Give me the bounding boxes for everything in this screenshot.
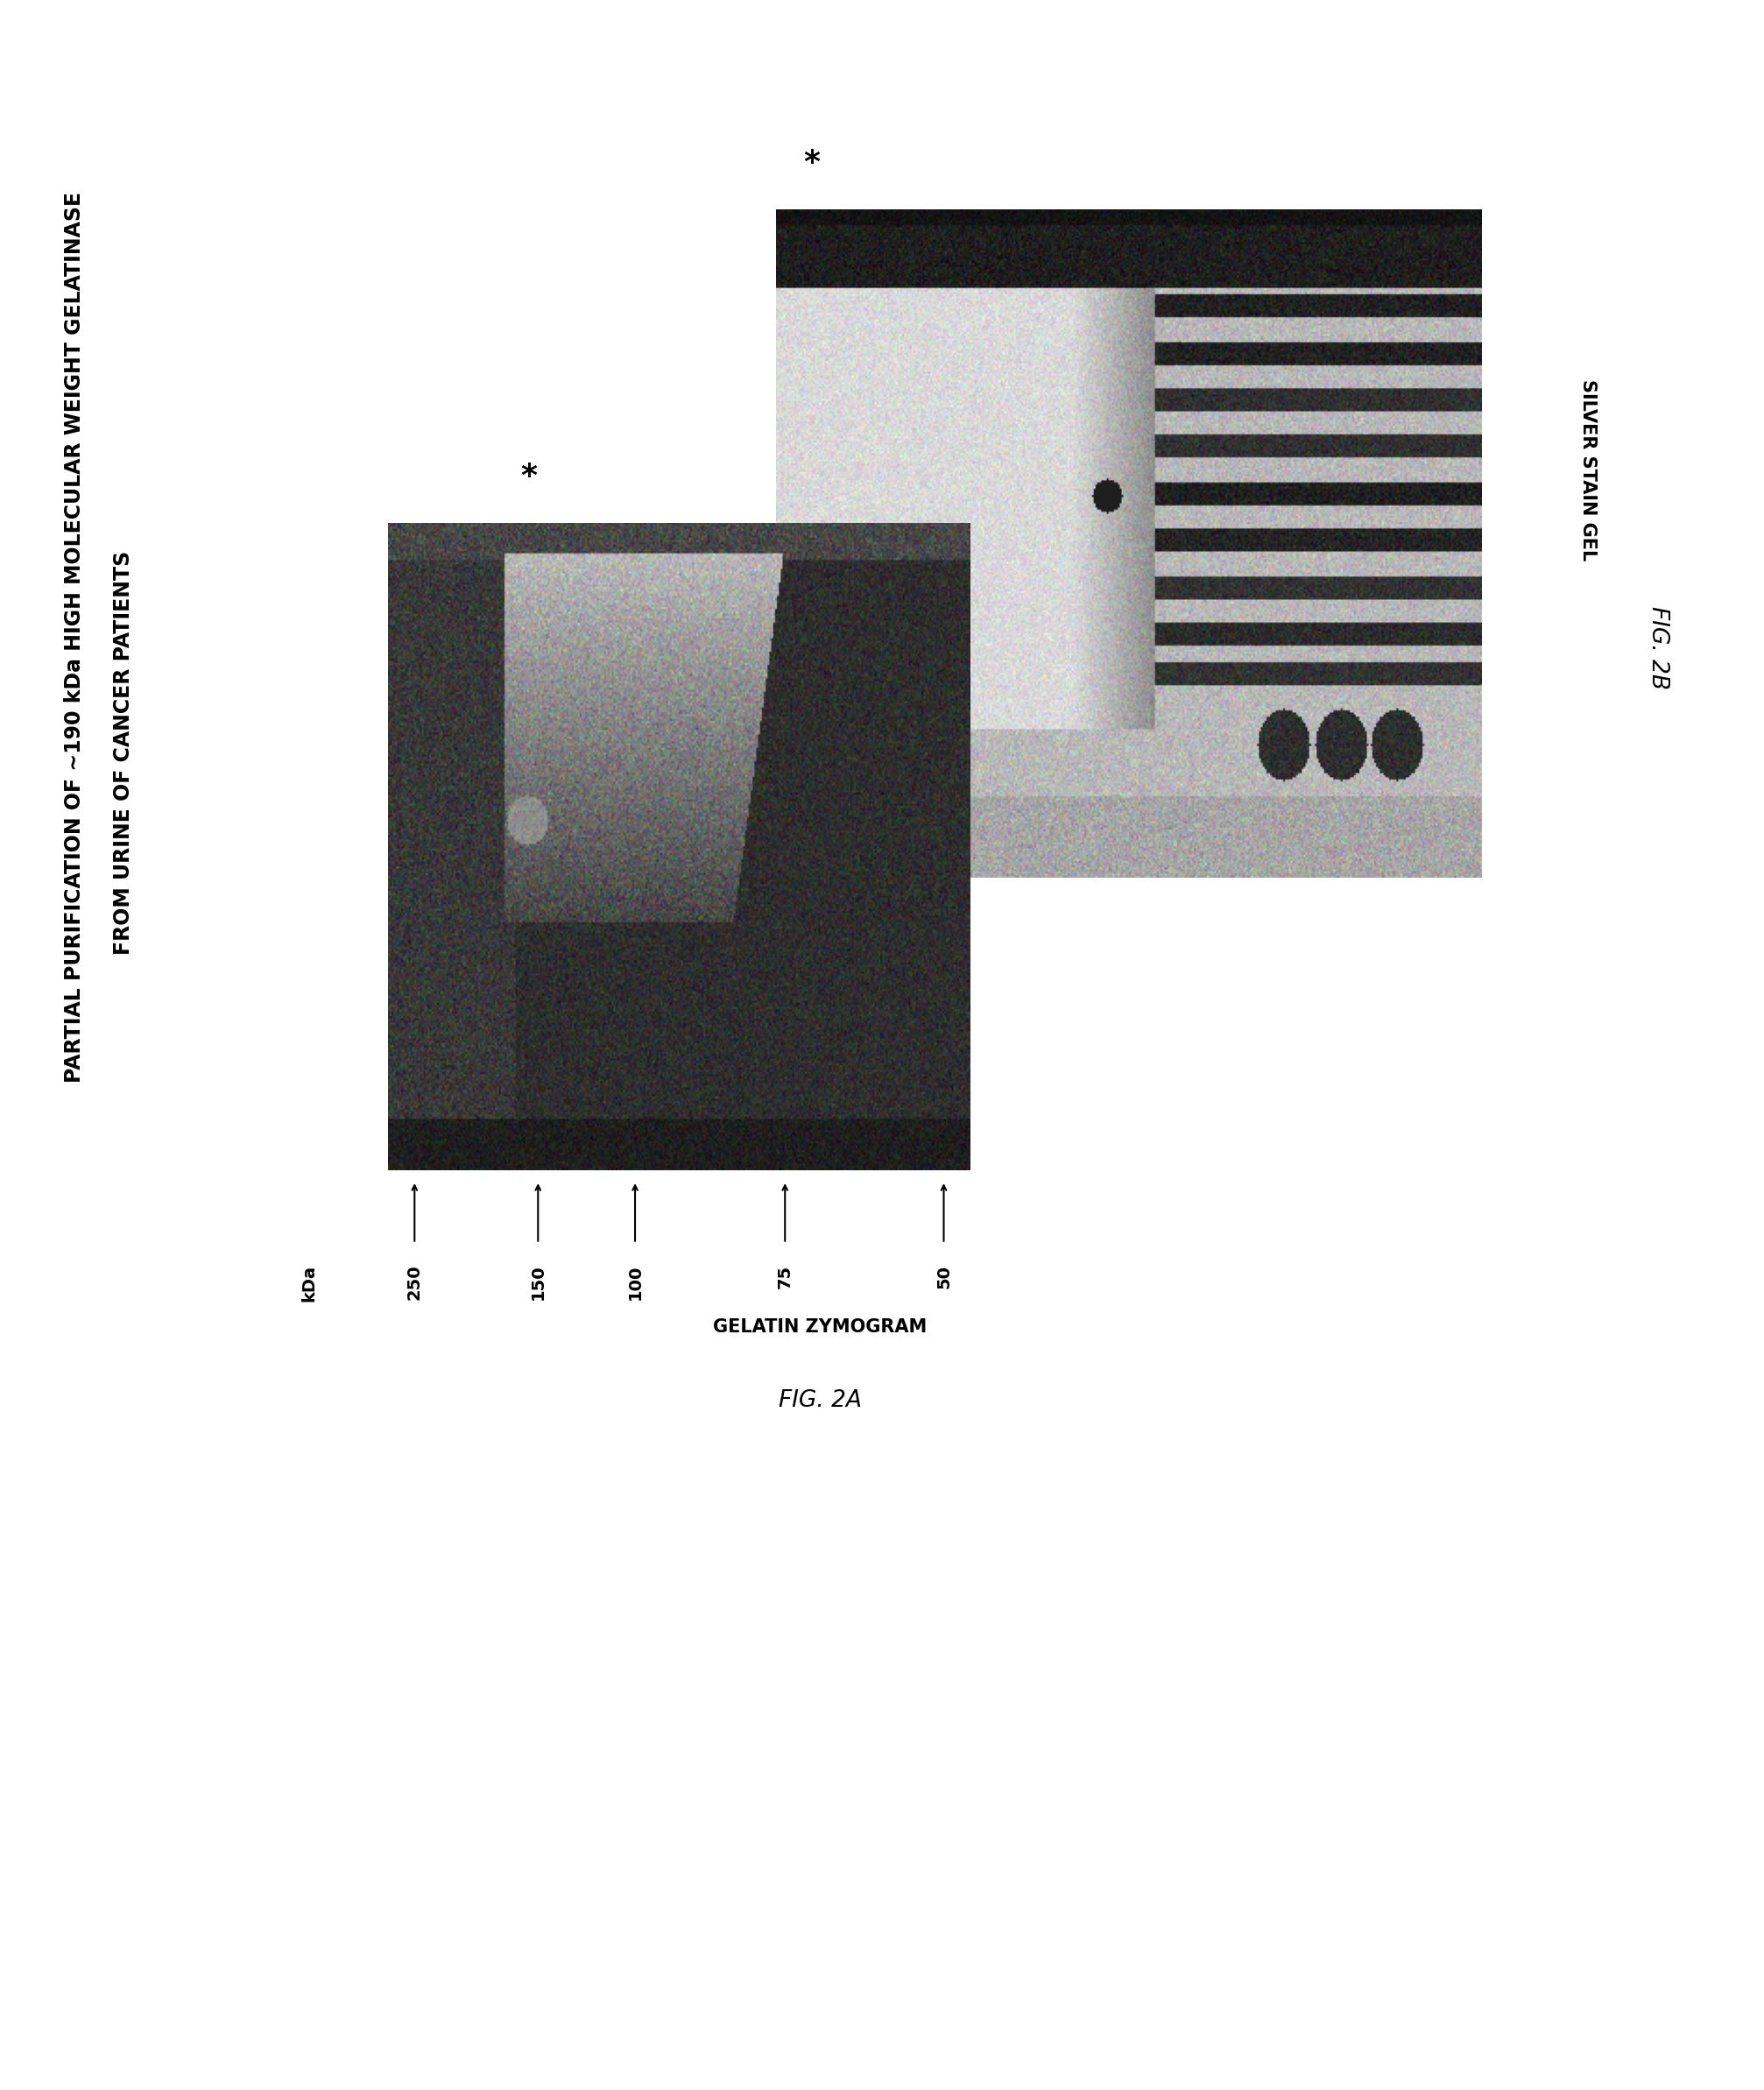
Text: 75: 75	[776, 1264, 794, 1287]
Text: kDa: kDa	[300, 1264, 318, 1302]
Text: 150: 150	[529, 1264, 547, 1300]
Text: FROM URINE OF CANCER PATIENTS: FROM URINE OF CANCER PATIENTS	[113, 550, 134, 955]
Text: PARTIAL PURIFICATION OF ∼190 kDa HIGH MOLECULAR WEIGHT GELATINASE: PARTIAL PURIFICATION OF ∼190 kDa HIGH MO…	[64, 192, 85, 1083]
Text: 250: 250	[406, 1264, 423, 1300]
Text: *: *	[803, 148, 820, 178]
Text: GELATIN ZYMOGRAM: GELATIN ZYMOGRAM	[713, 1319, 928, 1336]
Text: 100: 100	[626, 1264, 644, 1300]
Text: FIG. 2B: FIG. 2B	[1648, 606, 1669, 690]
Text: FIG. 2A: FIG. 2A	[778, 1390, 863, 1411]
Text: SILVER STAIN GEL: SILVER STAIN GEL	[1579, 380, 1596, 560]
Text: *: *	[520, 462, 538, 491]
Text: 50: 50	[935, 1264, 953, 1287]
